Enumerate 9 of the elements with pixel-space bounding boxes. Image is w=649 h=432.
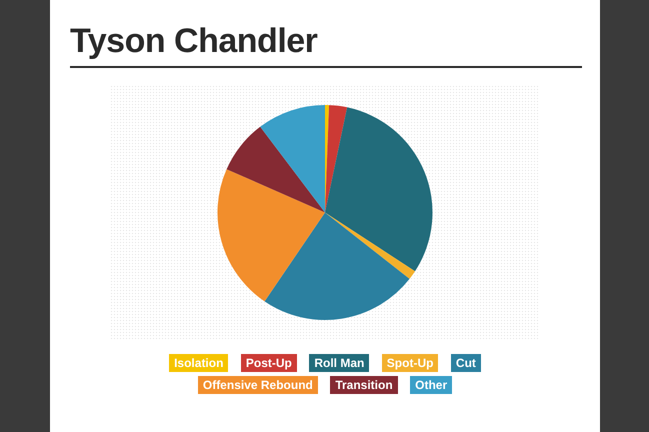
legend-label: Other	[415, 376, 452, 394]
legend-label: Cut	[456, 354, 481, 372]
legend-label: Transition	[335, 376, 398, 394]
legend-label: Isolation	[174, 354, 228, 372]
legend-label: Offensive Rebound	[202, 376, 318, 394]
chart-title: Tyson Chandler	[70, 22, 318, 61]
legend-label: Post-Up	[246, 354, 297, 372]
legend-label: Roll Man	[314, 354, 370, 372]
legend-label: Spot-Up	[386, 354, 438, 372]
